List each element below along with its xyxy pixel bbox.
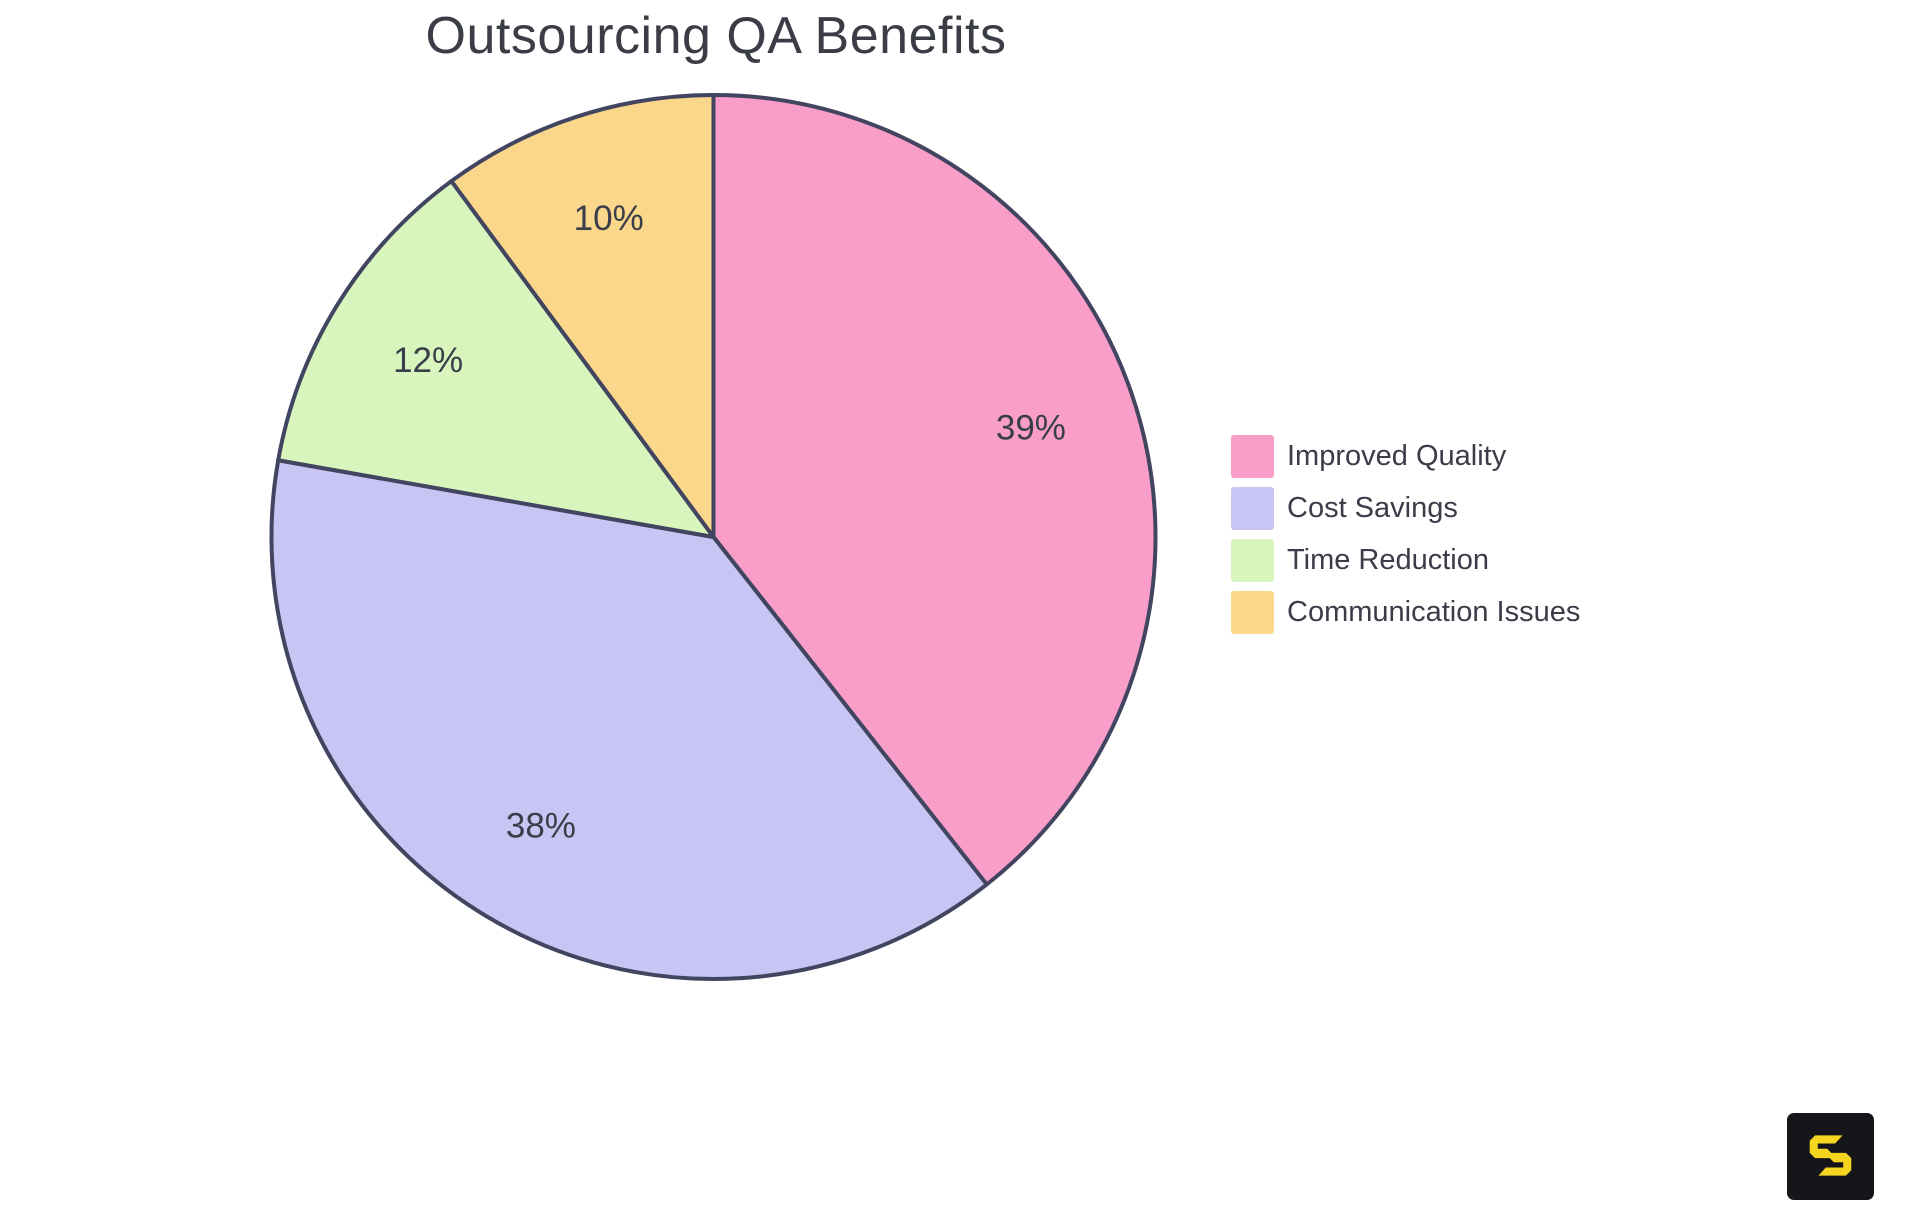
legend-item-communication-issues: Communication Issues — [1231, 591, 1580, 634]
chart-title: Outsourcing QA Benefits — [425, 7, 1007, 65]
legend-label: Improved Quality — [1287, 440, 1507, 472]
legend-swatch — [1231, 487, 1274, 530]
legend-item-cost-savings: Cost Savings — [1231, 487, 1580, 530]
slice-percent-label-time-reduction: 12% — [393, 341, 463, 380]
legend-label: Communication Issues — [1287, 596, 1581, 628]
s-logo-icon — [1809, 1135, 1852, 1176]
pie-slice-improved-quality — [711, 93, 1158, 887]
slice-percent-label-cost-savings: 38% — [506, 806, 576, 845]
legend: Improved Quality Cost Savings Time Reducti… — [1231, 435, 1580, 643]
legend-swatch — [1231, 591, 1274, 634]
pie-slice-time-reduction — [276, 179, 716, 539]
pie-slice-communication-issues — [449, 93, 716, 539]
slice-percent-label-improved-quality: 39% — [996, 408, 1066, 447]
legend-item-improved-quality: Improved Quality — [1231, 435, 1580, 478]
legend-item-time-reduction: Time Reduction — [1231, 539, 1580, 582]
legend-swatch — [1231, 539, 1274, 582]
legend-label: Time Reduction — [1287, 544, 1490, 576]
slice-percent-label-communication-issues: 10% — [574, 199, 644, 238]
watermark-logo — [1787, 1113, 1874, 1200]
legend-swatch — [1231, 435, 1274, 478]
pie-slice-cost-savings — [269, 458, 989, 982]
legend-label: Cost Savings — [1287, 492, 1458, 524]
